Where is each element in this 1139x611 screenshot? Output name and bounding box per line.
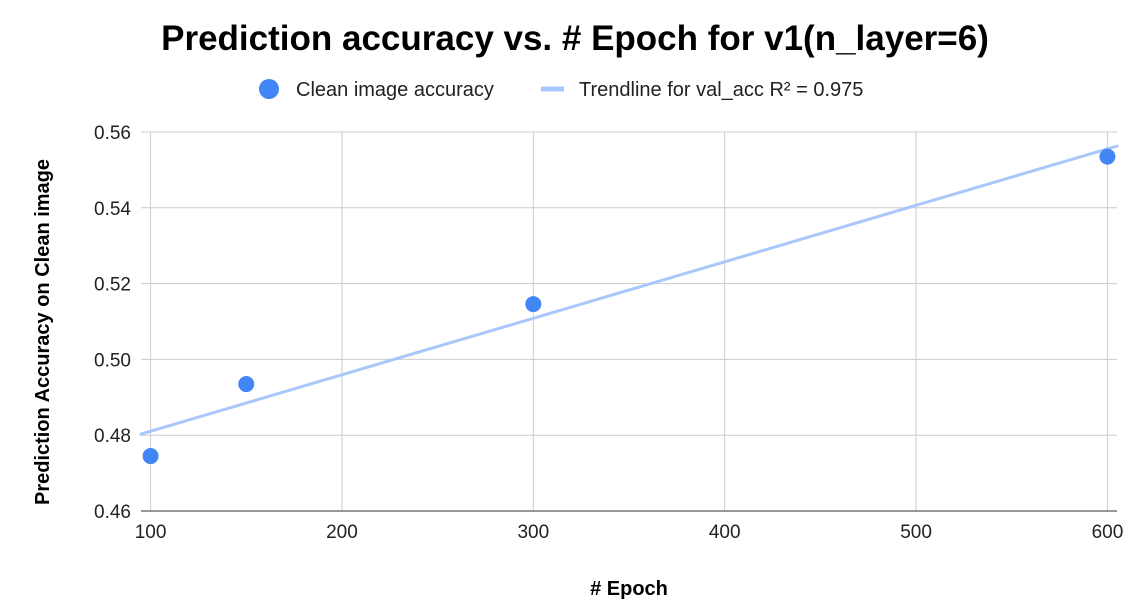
y-axis-title: Prediction Accuracy on Clean image xyxy=(32,159,54,505)
x-axis-title: # Epoch xyxy=(590,578,668,600)
legend: Clean image accuracy Trendline for val_a… xyxy=(259,79,863,101)
gridlines xyxy=(141,131,1117,512)
legend-label-trendline: Trendline for val_acc R² = 0.975 xyxy=(579,79,863,101)
x-axis-tick-labels: 100 200 300 400 500 600 xyxy=(135,522,1124,543)
y-tick-label: 0.54 xyxy=(94,199,131,220)
y-tick-label: 0.52 xyxy=(94,275,131,296)
legend-label-clean-image-accuracy: Clean image accuracy xyxy=(296,79,494,101)
chart-title: Prediction accuracy vs. # Epoch for v1(n… xyxy=(161,19,989,58)
x-tick-label: 100 xyxy=(135,522,167,543)
trendline xyxy=(139,144,1119,436)
y-tick-label: 0.46 xyxy=(94,502,131,523)
y-axis-tick-labels: 0.46 0.48 0.50 0.52 0.54 0.56 xyxy=(94,123,131,523)
y-tick-label: 0.50 xyxy=(94,350,131,371)
x-tick-label: 600 xyxy=(1092,522,1124,543)
data-point xyxy=(238,376,255,393)
x-tick-label: 500 xyxy=(900,522,932,543)
data-point xyxy=(1099,148,1116,165)
legend-marker-clean-image-accuracy xyxy=(259,79,279,99)
x-tick-label: 200 xyxy=(326,522,358,543)
x-tick-label: 400 xyxy=(709,522,741,543)
data-point xyxy=(142,448,159,465)
data-points xyxy=(142,148,1116,465)
trendline-layer xyxy=(139,144,1119,436)
data-point xyxy=(525,296,542,313)
y-tick-label: 0.48 xyxy=(94,426,131,447)
x-tick-label: 300 xyxy=(517,522,549,543)
y-tick-label: 0.56 xyxy=(94,123,131,144)
